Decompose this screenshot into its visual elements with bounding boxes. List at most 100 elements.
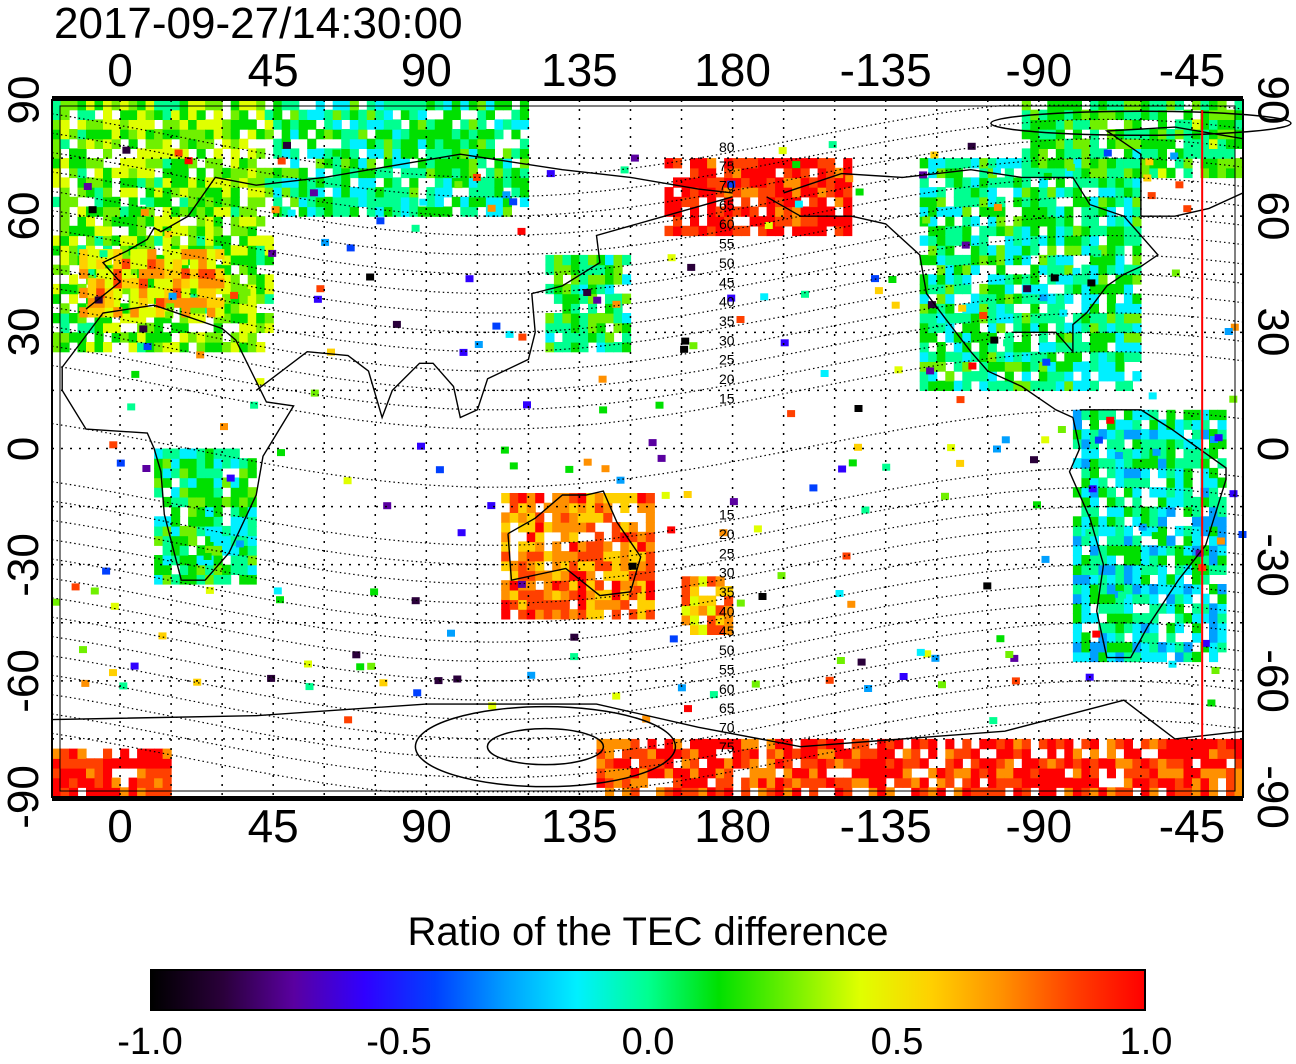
colorbar-tick-label: -1.0 [117,1021,183,1063]
magnetic-latitude-contour [51,486,1244,566]
axis-band [52,96,1243,101]
coastline [766,196,1074,419]
magnetic-latitude-label: 75 [719,739,735,755]
coastline [61,304,295,581]
coastline [783,168,1159,354]
tec-region-antarctica-east [596,738,1244,798]
magnetic-latitude-label: 25 [719,545,735,561]
magnetic-latitude-contour [51,564,1244,643]
magnetic-latitude-contour [51,602,1244,682]
magnetic-latitude-label: 45 [719,274,735,290]
magnetic-latitude-label: 50 [719,642,735,658]
coastline [1068,409,1227,659]
coastline-antarctica [51,699,1244,748]
magnetic-latitude-contour [51,467,1244,546]
bottom-lon-tick-label: 0 [107,800,133,852]
colorbar-title: Ratio of the TEC difference [407,910,889,954]
tec-region-north-asia-arctic [273,100,529,217]
top-lon-tick-label: 45 [247,44,299,96]
magnetic-latitude-contour [51,660,1244,740]
top-lon-tick-label: 90 [400,44,452,96]
magnetic-latitude-contour [51,312,1244,392]
top-lon-tick-label: -90 [1005,44,1073,96]
magnetic-latitude-label: 35 [719,584,735,600]
coastline [507,490,642,597]
magnetic-latitude-label: 65 [719,700,735,716]
magnetic-latitude-label: 25 [719,352,735,368]
magnetic-latitude-label: 15 [719,390,735,406]
tec-region-australia [501,493,655,620]
magnetic-latitude-contour [51,215,1244,295]
magnetic-pole-contour [486,727,605,766]
bottom-lon-tick-label: 45 [247,800,299,852]
magnetic-latitude-label: 65 [719,197,735,213]
magnetic-latitude-contour [51,351,1244,430]
plot-inner-frame [59,105,1236,792]
bottom-lon-tick-label: -90 [1005,800,1073,852]
magnetic-latitude-label: 55 [719,662,735,678]
magnetic-latitude-label: 80 [719,139,735,155]
magnetic-latitude-contour [51,234,1244,314]
magnetic-latitude-label: 20 [719,371,735,387]
magnetic-latitude-label: 30 [719,565,735,581]
magnetic-latitude-contour [51,544,1244,624]
magnetic-latitude-contour [51,641,1244,721]
magnetic-latitude-contour [51,505,1244,585]
magnetic-latitude-label: 40 [719,603,735,619]
magnetic-latitude-contour [51,118,1244,198]
magnetic-latitude-contour [51,699,1244,779]
top-lon-tick-label: 135 [541,44,618,96]
top-lon-tick-label: -45 [1158,44,1226,96]
magnetic-latitude-contour [51,176,1244,256]
magnetic-latitude-contour [51,680,1244,759]
magnetic-pole-contour [990,110,1292,136]
bottom-lon-tick-label: 180 [694,800,771,852]
magnetic-latitude-contour [51,583,1244,663]
magnetic-latitude-label: 15 [719,507,735,523]
top-lon-tick-label: 180 [694,44,771,96]
colorbar-tick-label: 0.0 [621,1021,675,1063]
bottom-lon-tick-label: 90 [400,800,452,852]
colorbar-tick-label: -0.5 [366,1021,432,1063]
magnetic-latitude-contour [51,622,1244,701]
magnetic-latitude-label: 20 [719,526,735,542]
magnetic-latitude-label: 50 [719,255,735,271]
magnetic-latitude-contour [51,196,1244,275]
magnetic-latitude-contour [51,409,1244,488]
magnetic-latitude-contour [51,525,1244,605]
colorbar [150,969,1146,1011]
magnetic-latitude-label: 75 [719,158,735,174]
magnetic-latitude-contour [51,292,1244,372]
magnetic-latitude-label: 30 [719,332,735,348]
magnetic-latitude-contour [51,254,1244,333]
bottom-lon-tick-label: -135 [839,800,932,852]
magnetic-latitude-label: 40 [719,294,735,310]
magnetic-latitude-contour [51,104,1244,179]
bottom-lon-tick-label: 135 [541,800,618,852]
coastline [255,196,733,420]
magnetic-latitude-label: 60 [719,681,735,697]
magnetic-latitude-contour [51,157,1244,237]
magnetic-latitude-label: 35 [719,313,735,329]
tec-region-africa [154,448,257,585]
coastline [85,153,733,310]
top-lon-tick-label: 0 [107,44,133,96]
tec-region-new-zealand [681,576,734,635]
top-lon-tick-label: -135 [839,44,932,96]
colorbar-tick-label: 0.5 [870,1021,924,1063]
axis-band [52,796,1243,801]
colorbar-tick-label: 1.0 [1119,1021,1173,1063]
magnetic-latitude-label: 45 [719,623,735,639]
magnetic-latitude-label: 55 [719,236,735,252]
magnetic-latitude-label: 70 [719,177,735,193]
figure-title: 2017-09-27/14:30:00 [54,0,463,48]
magnetic-latitude-contour [51,331,1244,411]
tec-region-alaska-east-siberia [664,158,853,237]
magnetic-latitude-label: 60 [719,216,735,232]
magnetic-latitude-contour [51,273,1244,353]
magnetic-latitude-contour [51,138,1244,217]
bottom-lon-tick-label: -45 [1158,800,1226,852]
tec-region-japan [545,254,632,353]
